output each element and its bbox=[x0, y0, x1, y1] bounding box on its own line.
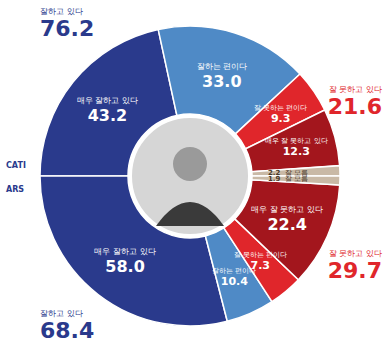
value-label: 9.3 bbox=[271, 112, 291, 125]
category-label: 매우 잘 못하고 있다 bbox=[265, 137, 328, 145]
annotation-value: 21.6 bbox=[328, 94, 382, 119]
category-label: 매우 잘하고 있다 bbox=[77, 96, 138, 105]
slice-labels: 매우 잘하고 있다43.2잘하는 편이다33.0잘 못하는 편이다9.3매우 잘… bbox=[77, 62, 328, 288]
annotation-value: 76.2 bbox=[40, 16, 94, 41]
value-label: 1.9 bbox=[268, 175, 281, 183]
value-label: 10.4 bbox=[221, 275, 248, 288]
annotation-text: 잘 못하고 있다 bbox=[329, 249, 382, 258]
annotation-text: 잘 못하고 있다 bbox=[329, 85, 382, 94]
value-label: 12.3 bbox=[283, 145, 310, 158]
category-label: 잘 못하는 편이다 bbox=[234, 251, 287, 259]
category-label: 매우 잘 못하고 있다 bbox=[251, 205, 323, 214]
chart-root: 매우 잘하고 있다43.2잘하는 편이다33.0잘 못하는 편이다9.3매우 잘… bbox=[0, 0, 387, 352]
category-label: 잘 못하는 편이다 bbox=[254, 104, 307, 112]
annotation-value: 29.7 bbox=[328, 258, 382, 283]
value-label: 43.2 bbox=[88, 106, 127, 125]
category-label: 잘하는 편이다 bbox=[197, 62, 248, 71]
portrait bbox=[131, 117, 249, 235]
category-label: 잘 모름 bbox=[285, 175, 308, 183]
annotation-text: 잘하고 있다 bbox=[40, 7, 83, 16]
portrait-head bbox=[173, 147, 207, 181]
value-label: 22.4 bbox=[267, 215, 306, 234]
slice bbox=[252, 176, 340, 185]
slice bbox=[246, 110, 340, 172]
slice bbox=[235, 180, 340, 280]
series-name: ARS bbox=[6, 185, 24, 194]
series-name: CATI bbox=[6, 161, 26, 170]
portrait-body bbox=[156, 202, 224, 226]
annotation-value: 68.4 bbox=[40, 318, 94, 343]
annotation-text: 잘하고 있다 bbox=[40, 309, 83, 318]
value-label: 58.0 bbox=[105, 257, 144, 276]
category-label: 매우 잘하고 있다 bbox=[94, 247, 155, 256]
slices bbox=[40, 26, 340, 326]
value-label: 7.3 bbox=[250, 259, 270, 272]
value-label: 33.0 bbox=[202, 72, 241, 91]
